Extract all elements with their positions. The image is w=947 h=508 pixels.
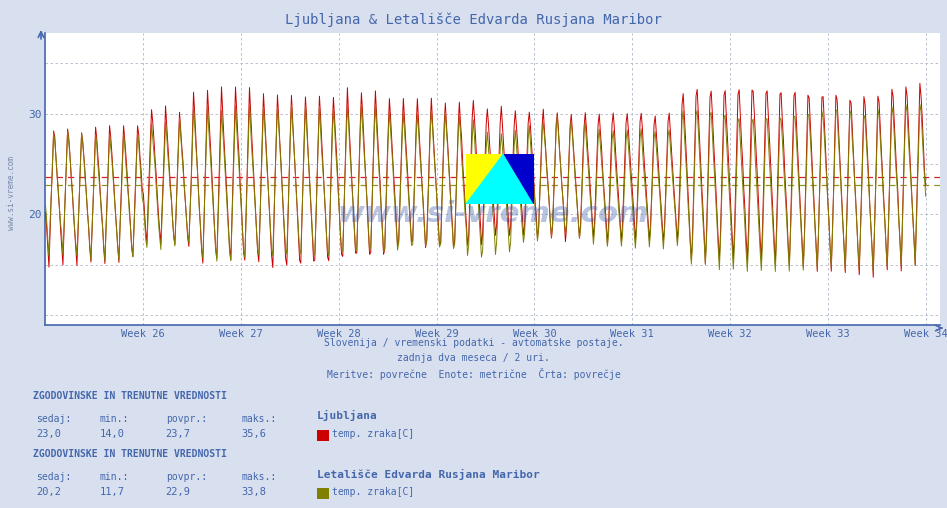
- Text: 23,0: 23,0: [36, 429, 61, 439]
- Text: Meritve: povrečne  Enote: metrične  Črta: povrečje: Meritve: povrečne Enote: metrične Črta: …: [327, 368, 620, 380]
- Text: Ljubljana: Ljubljana: [317, 410, 378, 421]
- Text: min.:: min.:: [99, 472, 129, 482]
- Text: 22,9: 22,9: [166, 487, 190, 497]
- Text: sedaj:: sedaj:: [36, 414, 71, 424]
- Text: ZGODOVINSKE IN TRENUTNE VREDNOSTI: ZGODOVINSKE IN TRENUTNE VREDNOSTI: [33, 391, 227, 401]
- Text: zadnja dva meseca / 2 uri.: zadnja dva meseca / 2 uri.: [397, 353, 550, 363]
- Text: temp. zraka[C]: temp. zraka[C]: [332, 487, 415, 497]
- Text: Slovenija / vremenski podatki - avtomatske postaje.: Slovenija / vremenski podatki - avtomats…: [324, 338, 623, 348]
- Text: 20,2: 20,2: [36, 487, 61, 497]
- Polygon shape: [466, 154, 534, 204]
- Polygon shape: [504, 154, 534, 204]
- Text: 23,7: 23,7: [166, 429, 190, 439]
- Polygon shape: [466, 154, 504, 204]
- Text: povpr.:: povpr.:: [166, 472, 206, 482]
- Text: www.si-vreme.com: www.si-vreme.com: [337, 200, 649, 228]
- Text: Ljubljana & Letališče Edvarda Rusjana Maribor: Ljubljana & Letališče Edvarda Rusjana Ma…: [285, 13, 662, 27]
- Text: maks.:: maks.:: [241, 472, 277, 482]
- Text: min.:: min.:: [99, 414, 129, 424]
- Text: 35,6: 35,6: [241, 429, 266, 439]
- Text: www.si-vreme.com: www.si-vreme.com: [7, 156, 16, 230]
- Text: 14,0: 14,0: [99, 429, 124, 439]
- Text: Letališče Edvarda Rusjana Maribor: Letališče Edvarda Rusjana Maribor: [317, 468, 540, 480]
- Text: ZGODOVINSKE IN TRENUTNE VREDNOSTI: ZGODOVINSKE IN TRENUTNE VREDNOSTI: [33, 449, 227, 459]
- Text: maks.:: maks.:: [241, 414, 277, 424]
- Text: sedaj:: sedaj:: [36, 472, 71, 482]
- Text: temp. zraka[C]: temp. zraka[C]: [332, 429, 415, 439]
- Text: 11,7: 11,7: [99, 487, 124, 497]
- Text: 33,8: 33,8: [241, 487, 266, 497]
- Text: povpr.:: povpr.:: [166, 414, 206, 424]
